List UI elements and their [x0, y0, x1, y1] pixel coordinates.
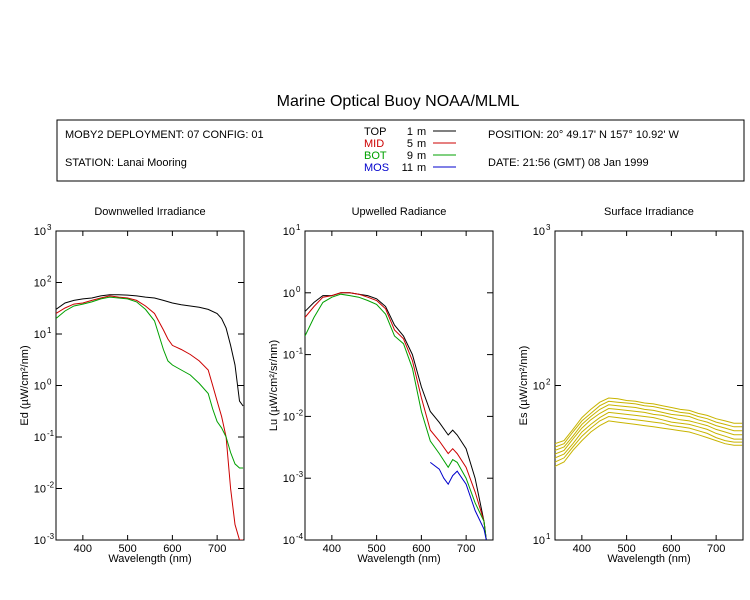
x-axis-label: Wavelength (nm): [108, 553, 191, 565]
series-line-bot: [305, 293, 487, 540]
y-tick-exponent: -2: [296, 408, 304, 417]
y-tick-label: 10: [34, 226, 46, 238]
series-line-es-3: [555, 407, 743, 455]
series-line-es-0: [555, 397, 743, 445]
y-axis-label: Lu (µW/cm²/sr/nm): [268, 340, 280, 431]
plot-frame: [554, 230, 744, 541]
series-line-es-5: [555, 415, 743, 463]
legend-unit-bot: m: [417, 150, 426, 162]
y-tick-exponent: -1: [47, 429, 55, 438]
x-tick-label: 600: [662, 543, 680, 555]
y-tick-exponent: 1: [296, 223, 301, 232]
series-line-top: [305, 292, 487, 540]
x-tick-label: 600: [412, 543, 430, 555]
y-tick-exponent: 1: [47, 326, 52, 335]
y-tick-label: 10: [283, 288, 295, 300]
legend-unit-mid: m: [417, 138, 426, 150]
legend-depth-mos: 11: [402, 162, 413, 174]
y-tick-label: 10: [283, 226, 295, 238]
y-tick-label: 10: [283, 473, 295, 485]
y-tick-exponent: -3: [47, 532, 55, 541]
plot-frame: [304, 230, 494, 541]
y-tick-label: 10: [34, 484, 46, 496]
y-tick-label: 10: [533, 535, 545, 547]
y-tick-label: 10: [34, 432, 46, 444]
y-tick-label: 10: [533, 226, 545, 238]
y-tick-exponent: -2: [47, 481, 55, 490]
legend-name-mid: MID: [364, 138, 384, 150]
deployment-text: MOBY2 DEPLOYMENT: 07 CONFIG: 01: [65, 129, 264, 141]
legend-name-mos: MOS: [364, 162, 389, 174]
series-group: [555, 397, 743, 467]
page-title: Marine Optical Buoy NOAA/MLML: [277, 93, 520, 110]
x-tick-label: 500: [367, 543, 385, 555]
position-text: POSITION: 20° 49.17' N 157° 10.92' W: [488, 129, 680, 141]
legend-depth-mid: 5: [407, 138, 413, 150]
x-tick-label: 400: [573, 543, 591, 555]
series-line-mid: [56, 295, 244, 540]
series-line-es-2: [555, 404, 743, 451]
x-tick-label: 600: [163, 543, 181, 555]
x-tick-label: 400: [74, 543, 92, 555]
panel-title: Downwelled Irradiance: [94, 206, 205, 218]
x-tick-label: 500: [118, 543, 136, 555]
station-text: STATION: Lanai Mooring: [65, 157, 187, 169]
panel-title: Surface Irradiance: [604, 206, 694, 218]
x-axis-label: Wavelength (nm): [607, 553, 690, 565]
y-tick-exponent: -3: [296, 470, 304, 479]
plot-frame: [55, 230, 245, 541]
x-axis-label: Wavelength (nm): [357, 553, 440, 565]
y-tick-label: 10: [34, 381, 46, 393]
legend-unit-top: m: [417, 126, 426, 138]
y-tick-label: 10: [34, 329, 46, 341]
y-axis-label: Es (µW/cm²/nm): [518, 346, 530, 426]
x-tick-label: 700: [208, 543, 226, 555]
x-tick-label: 500: [617, 543, 635, 555]
y-tick-exponent: 2: [546, 378, 551, 387]
legend-name-bot: BOT: [364, 150, 387, 162]
y-tick-label: 10: [283, 350, 295, 362]
series-line-bot: [56, 296, 244, 469]
y-tick-exponent: 3: [546, 223, 551, 232]
legend-depth-top: 1: [407, 126, 413, 138]
x-tick-label: 700: [707, 543, 725, 555]
info-box: MOBY2 DEPLOYMENT: 07 CONFIG: 01 STATION:…: [56, 119, 745, 182]
series-line-es-6: [555, 420, 743, 467]
y-tick-label: 10: [34, 535, 46, 547]
y-tick-label: 10: [533, 381, 545, 393]
legend-name-top: TOP: [364, 126, 386, 138]
panel-title: Upwelled Radiance: [352, 206, 447, 218]
y-tick-exponent: 3: [47, 223, 52, 232]
y-tick-label: 10: [283, 411, 295, 423]
x-tick-label: 700: [457, 543, 475, 555]
y-tick-exponent: -4: [296, 532, 304, 541]
y-tick-label: 10: [283, 535, 295, 547]
series-group: [56, 294, 244, 540]
series-line-mid: [305, 292, 487, 540]
date-text: DATE: 21:56 (GMT) 08 Jan 1999: [488, 157, 649, 169]
info-box-frame: [56, 119, 745, 182]
y-tick-exponent: 1: [546, 532, 551, 541]
y-tick-exponent: 0: [47, 378, 52, 387]
series-line-top: [56, 294, 244, 407]
legend-depth-bot: 9: [407, 150, 413, 162]
y-tick-exponent: -1: [296, 347, 304, 356]
series-line-mos: [429, 462, 487, 540]
y-axis-label: Ed (µW/cm²/nm): [19, 345, 31, 425]
x-tick-label: 400: [323, 543, 341, 555]
series-line-es-4: [555, 411, 743, 459]
y-tick-exponent: 2: [47, 275, 52, 284]
y-tick-label: 10: [34, 278, 46, 290]
series-line-es-1: [555, 400, 743, 448]
y-tick-exponent: 0: [296, 285, 301, 294]
series-group: [305, 292, 487, 540]
legend-unit-mos: m: [417, 162, 426, 174]
